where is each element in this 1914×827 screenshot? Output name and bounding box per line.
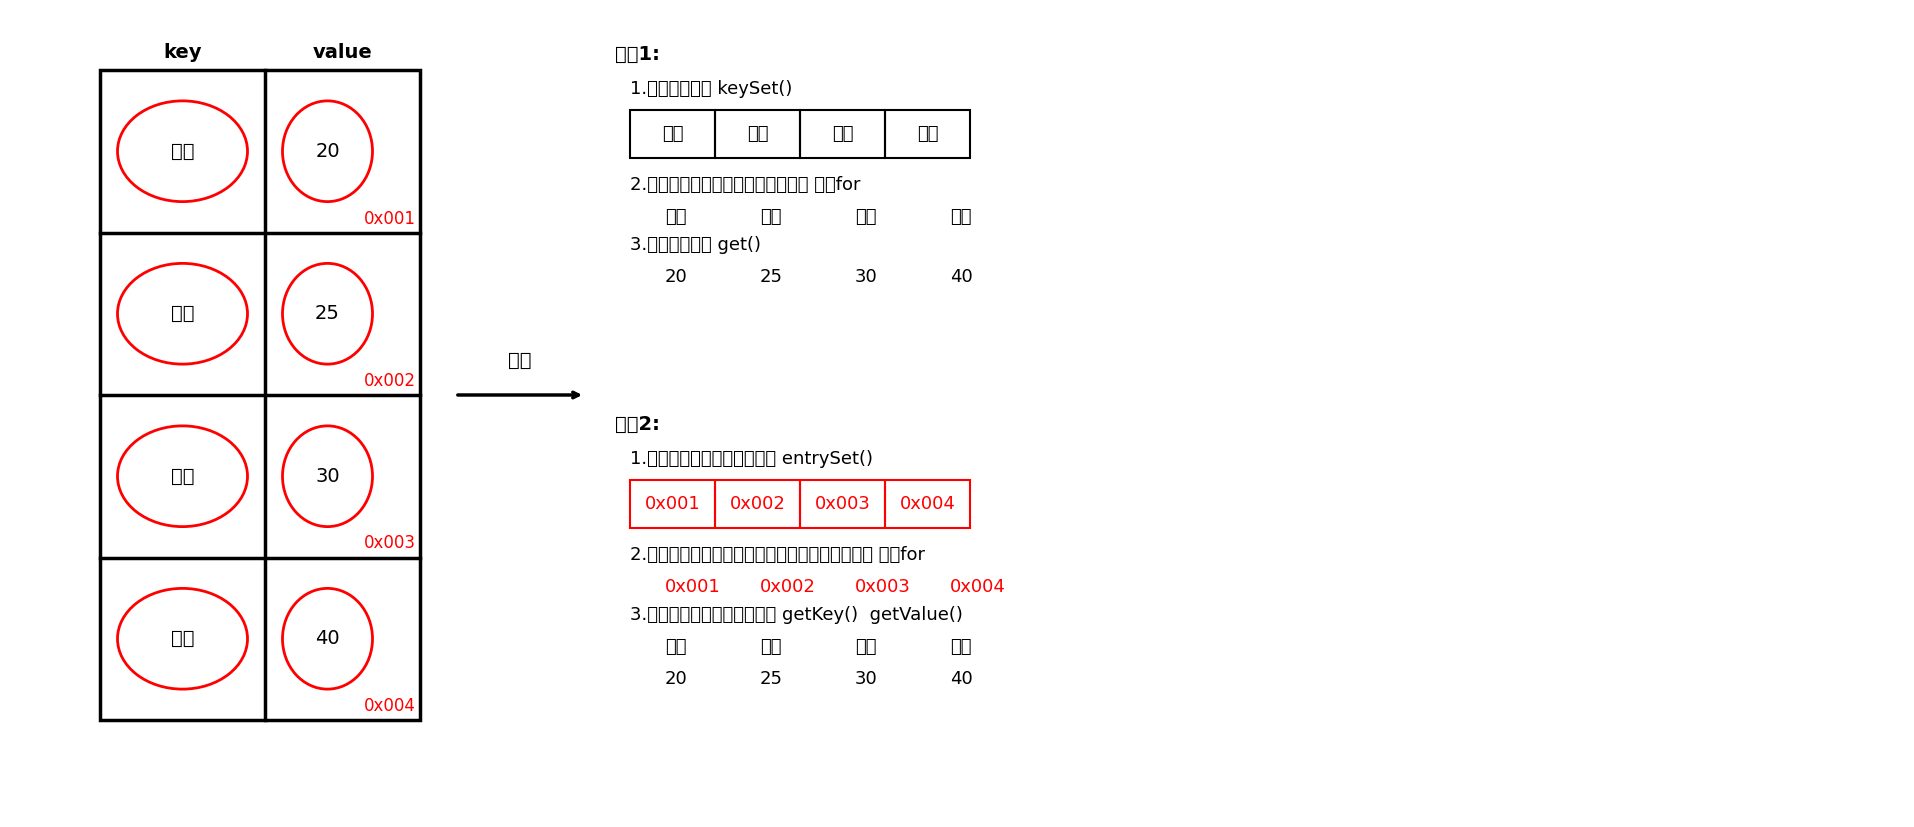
Text: 赵六: 赵六 (949, 638, 972, 656)
Text: 30: 30 (856, 670, 879, 688)
Bar (716, 480, 800, 528)
Text: 20: 20 (664, 670, 687, 688)
Text: 张三: 张三 (664, 208, 687, 226)
Text: 3.根据键去找値 get(): 3.根据键去找値 get() (630, 236, 762, 254)
Text: 张三: 张三 (662, 125, 683, 143)
Text: 遍历: 遍历 (509, 351, 532, 370)
Bar (100, 70, 419, 720)
Text: 3.根据键値对对象获取键和値 getKey()  getValue(): 3.根据键値对对象获取键和値 getKey() getValue() (630, 606, 963, 624)
Text: 方式1:: 方式1: (614, 45, 660, 64)
Text: value: value (312, 43, 373, 62)
Text: 25: 25 (316, 304, 341, 323)
Text: 40: 40 (949, 268, 972, 286)
Text: 0x004: 0x004 (364, 697, 415, 715)
Text: 25: 25 (760, 268, 783, 286)
Bar (630, 480, 716, 528)
Bar (630, 110, 716, 158)
Bar (800, 480, 884, 528)
Text: 0x001: 0x001 (645, 495, 701, 513)
Text: 方式2:: 方式2: (614, 415, 660, 434)
Text: 1.获取所有的键 keySet(): 1.获取所有的键 keySet() (630, 80, 792, 98)
Text: 25: 25 (760, 670, 783, 688)
Bar (884, 480, 970, 528)
Text: 王五: 王五 (833, 125, 854, 143)
Bar (716, 110, 800, 158)
Text: 赵六: 赵六 (170, 629, 193, 648)
Text: 0x003: 0x003 (815, 495, 871, 513)
Text: 李四: 李四 (746, 125, 768, 143)
Text: 0x002: 0x002 (364, 372, 415, 390)
Text: 0x003: 0x003 (364, 534, 415, 552)
Text: 20: 20 (664, 268, 687, 286)
Text: 30: 30 (316, 466, 341, 485)
Text: 2.遍历键的集合，获取得到每一个键 增强for: 2.遍历键的集合，获取得到每一个键 增强for (630, 176, 861, 194)
Text: 张三: 张三 (664, 638, 687, 656)
Text: 王五: 王五 (856, 208, 877, 226)
Text: 张三: 张三 (170, 141, 193, 160)
Text: 0x002: 0x002 (729, 495, 785, 513)
Text: 李四: 李四 (760, 638, 781, 656)
Text: 0x001: 0x001 (364, 209, 415, 227)
Text: 40: 40 (949, 670, 972, 688)
Text: 1.获取所有键値对对象的集合 entrySet(): 1.获取所有键値对对象的集合 entrySet() (630, 450, 873, 468)
Text: 0x002: 0x002 (760, 578, 815, 596)
Text: 2.遍历键値对对象的集合，得到每一个键値对对象 增强for: 2.遍历键値对对象的集合，得到每一个键値对对象 增强for (630, 546, 924, 564)
Text: key: key (163, 43, 201, 62)
Text: 0x001: 0x001 (664, 578, 722, 596)
Text: 0x003: 0x003 (856, 578, 911, 596)
Text: 李四: 李四 (760, 208, 781, 226)
Text: 40: 40 (316, 629, 341, 648)
Bar (884, 110, 970, 158)
Text: 赵六: 赵六 (917, 125, 938, 143)
Text: 王五: 王五 (170, 466, 193, 485)
Text: 李四: 李四 (170, 304, 193, 323)
Text: 0x004: 0x004 (900, 495, 955, 513)
Bar (800, 110, 884, 158)
Text: 20: 20 (316, 141, 341, 160)
Text: 赵六: 赵六 (949, 208, 972, 226)
Text: 0x004: 0x004 (949, 578, 1007, 596)
Text: 王五: 王五 (856, 638, 877, 656)
Text: 30: 30 (856, 268, 879, 286)
